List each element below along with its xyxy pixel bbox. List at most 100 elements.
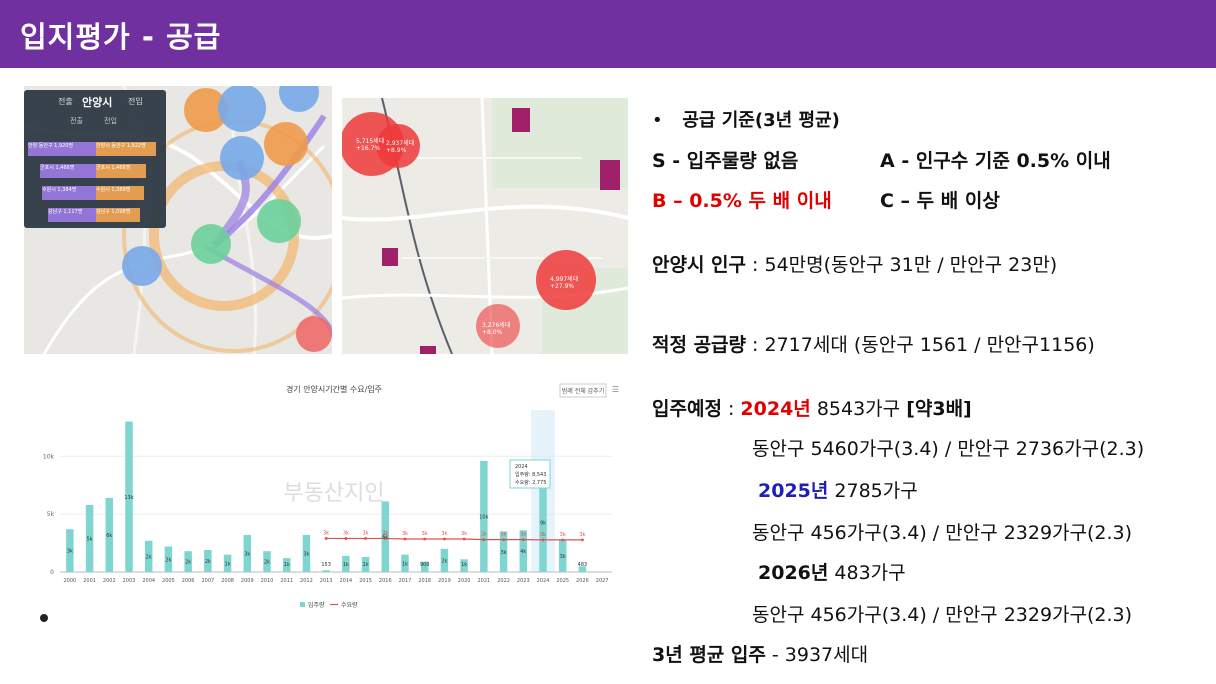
population-line: 안양시 인구 : 54만명(동안구 31만 / 만안구 23만) [652, 250, 1057, 277]
amount-2024: 8543가구 [810, 398, 907, 420]
bar-label: 4k [520, 549, 526, 555]
scheduled-line: 입주예정 : 2024년 8543가구 [약3배] [652, 394, 972, 421]
panel-row-4: 강남구 1,117명 강남구 1,098명 [28, 208, 162, 222]
amount-2026: 483가구 [828, 562, 906, 584]
bar-label: 2k [264, 560, 270, 566]
demand-point-2025 [561, 538, 565, 542]
row-out-value: 군포시 1,466명 [40, 164, 96, 178]
avg-supply-label: 3년 평균 입주 [652, 644, 766, 666]
bar-2003 [125, 421, 133, 572]
bar-label: 1k [461, 562, 467, 568]
scheduled-sep: : [721, 398, 741, 420]
bar-label: 3k [303, 551, 309, 557]
demand-point-2024 [541, 538, 545, 542]
migration-map-graphic [24, 86, 332, 354]
demand-point-2013 [324, 537, 328, 540]
bar-label: 900 [420, 562, 430, 568]
bar-2009 [243, 534, 252, 572]
bar-label: 3k [244, 551, 250, 557]
year-2026: 2026년 [758, 562, 829, 584]
bar-2014 [342, 555, 350, 572]
bar-2008 [223, 554, 232, 572]
demand-label: 3k [461, 531, 467, 537]
bar-2022 [499, 531, 508, 572]
x-tick-label: 2021 [477, 578, 490, 584]
bar-2015 [361, 556, 370, 572]
demand-label: 3k [481, 532, 487, 538]
grade-b: B – 0.5% 두 배 이내 [652, 190, 832, 212]
x-tick-label: 2012 [300, 578, 313, 584]
bar-2021 [480, 460, 488, 572]
bar-2010 [263, 551, 271, 572]
bar-label: 153 [321, 562, 331, 568]
supply-map-graphic [342, 98, 628, 354]
x-tick-label: 2022 [497, 578, 510, 584]
demand-point-2015 [364, 537, 367, 540]
x-tick-label: 2011 [280, 578, 293, 584]
demand-point-2016 [383, 537, 387, 540]
bar-2001 [85, 504, 94, 572]
grade-a: A - 인구수 기준 0.5% 이내 [880, 150, 1111, 172]
bar-label: 10k [479, 514, 488, 520]
migration-panel: 전출 안양시 전입 전출 전입 안양 동안구 1,920명 안양시 동안구 1,… [24, 90, 166, 228]
x-tick-label: 2005 [162, 578, 175, 584]
x-tick-label: 2015 [359, 578, 372, 584]
row-in-value: 안양시 동안구 1,922명 [96, 142, 156, 156]
x-tick-label: 2009 [241, 578, 254, 584]
panel-row-2: 군포시 1,466명 군포시 1,466명 [28, 164, 162, 178]
bar-2013 [322, 570, 330, 572]
supply-map: 5,715세대 +16.7% 2,937세대 +8.9% 3,276세대 +8.… [342, 98, 628, 354]
chart-watermark: 부동산지인 [283, 481, 384, 506]
bar-2020 [460, 559, 468, 572]
legend-demand-label[interactable]: 수요량 [341, 602, 358, 609]
tooltip-supply: 입주량: 8,543 [515, 471, 546, 478]
x-tick-label: 2001 [83, 578, 96, 584]
demand-label: 3k [501, 532, 507, 538]
demand-point-2018 [423, 537, 427, 541]
x-tick-label: 2027 [596, 578, 609, 584]
legend-in-label: 전입 [128, 97, 143, 106]
demand-label: 3k [323, 530, 329, 536]
row-out-value: 강남구 1,117명 [48, 208, 96, 222]
x-tick-label: 2017 [399, 578, 412, 584]
legend-toggle-label: 범례 전체 감추기 [562, 387, 604, 395]
demand-line [326, 537, 583, 541]
avg-supply-line: 3년 평균 입주 - 3937세대 [652, 640, 868, 667]
legend-supply-label[interactable]: 입주량 [308, 601, 325, 609]
bar-label: 5k [87, 536, 93, 542]
y-tick-label: 0 [50, 569, 54, 576]
panel-city: 안양시 [82, 96, 113, 109]
info-icon[interactable] [40, 614, 48, 622]
bar-2006 [184, 551, 192, 572]
tooltip-year: 2024 [515, 464, 528, 470]
bar-2017 [401, 554, 409, 572]
bar-label: 6k [382, 535, 388, 541]
legend-supply-swatch[interactable] [300, 602, 305, 607]
bar-label: 2k [185, 560, 191, 566]
x-tick-label: 2010 [261, 578, 274, 584]
demand-label: 3k [540, 532, 546, 538]
supply-criteria-title: 공급 기준(3년 평균) [682, 110, 840, 131]
amount-2025: 2785가구 [828, 480, 918, 502]
bar-2000 [66, 529, 74, 572]
y-tick-label: 5k [47, 511, 55, 518]
header-bar: 입지평가 - 공급 [0, 0, 1216, 68]
bar-label: 13k [124, 495, 133, 501]
bar-2025 [558, 539, 567, 572]
x-tick-label: 2016 [379, 578, 392, 584]
bullet-line: • 공급 기준(3년 평균) [652, 106, 840, 132]
bar-2002 [105, 497, 114, 572]
menu-icon[interactable]: ☰ [612, 385, 619, 394]
legend-toggle-button[interactable] [559, 383, 607, 398]
demand-label: 3k [520, 532, 526, 538]
bar-2018 [420, 561, 429, 572]
bar-label: 6k [106, 533, 112, 539]
demand-label: 3k [363, 530, 369, 536]
line-2025: 2025년 2785가구 [758, 476, 918, 503]
panel-row-1: 안양 동안구 1,920명 안양시 동안구 1,922명 [28, 142, 162, 156]
demand-label: 3k [402, 531, 408, 537]
bar-2024 [539, 473, 547, 572]
demand-label: 3k [343, 530, 349, 536]
year-2025: 2025년 [758, 480, 829, 502]
bar-label: 3k [67, 549, 73, 555]
